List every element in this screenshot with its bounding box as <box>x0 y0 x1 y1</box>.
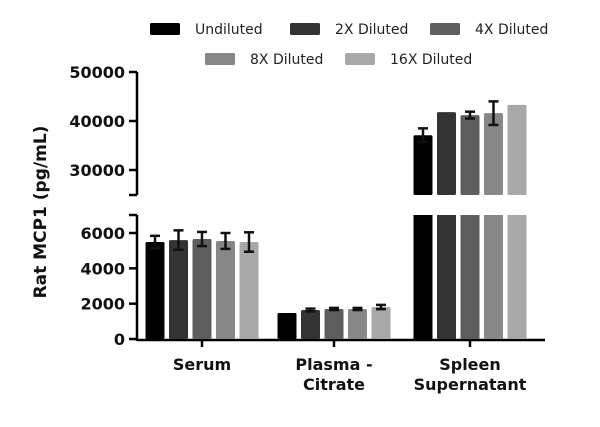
legend-label: 8X Diluted <box>250 52 323 68</box>
y-axis-label: Rat MCP1 (pg/mL) <box>31 126 51 299</box>
y-tick-label: 50000 <box>69 63 125 82</box>
y-tick-label: 30000 <box>69 161 125 180</box>
x-tick-label: Spleen <box>439 355 501 374</box>
x-tick-label: Supernatant <box>414 375 527 394</box>
y-tick-label: 40000 <box>69 112 125 131</box>
bar <box>301 310 320 339</box>
bar <box>413 135 433 195</box>
bar <box>216 240 235 339</box>
bar <box>192 239 212 339</box>
bar <box>484 215 503 339</box>
x-tick-label: Serum <box>173 355 231 374</box>
bar <box>324 308 344 339</box>
legend-label: 16X Diluted <box>390 52 472 68</box>
legend-swatch <box>290 23 320 35</box>
legend-label: 4X Diluted <box>475 22 548 38</box>
bar <box>437 112 456 195</box>
y-tick-label: 4000 <box>80 259 125 278</box>
bar <box>413 215 433 339</box>
legend-swatch <box>345 53 375 65</box>
x-tick-label: Citrate <box>303 375 365 394</box>
y-tick-label: 6000 <box>80 224 125 243</box>
legend-swatch <box>150 23 180 35</box>
legend-swatch <box>205 53 235 65</box>
bar <box>484 113 503 195</box>
bar <box>145 242 165 339</box>
bar <box>348 308 367 339</box>
bar <box>169 240 188 339</box>
bar <box>437 215 456 339</box>
bar <box>507 104 527 195</box>
x-tick-label: Plasma - <box>295 355 372 374</box>
legend-label: 2X Diluted <box>335 22 408 38</box>
legend-label: Undiluted <box>195 22 263 38</box>
bar <box>460 115 480 195</box>
bar <box>507 215 527 339</box>
bar <box>371 307 391 339</box>
y-tick-label: 0 <box>114 330 125 349</box>
bar <box>460 215 480 339</box>
legend-swatch <box>430 23 460 35</box>
y-tick-label: 2000 <box>80 295 125 314</box>
bar <box>277 313 297 339</box>
bar <box>239 242 259 339</box>
